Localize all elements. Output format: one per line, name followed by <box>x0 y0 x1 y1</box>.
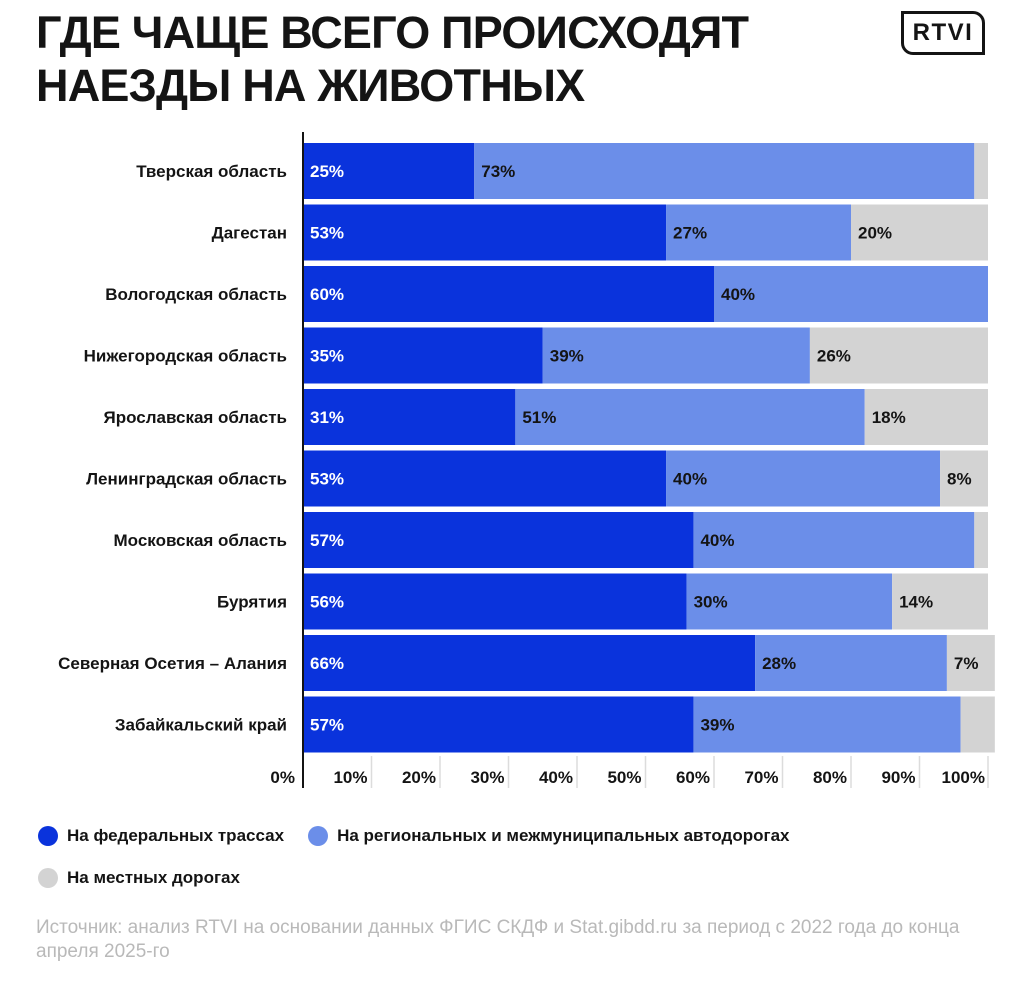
data-label: 8% <box>947 470 972 489</box>
category-label: Нижегородская область <box>84 347 287 366</box>
data-label: 35% <box>310 347 344 366</box>
bar-segment-series-0 <box>303 266 714 322</box>
logo-text: RTVI <box>912 19 974 46</box>
data-label: 25% <box>310 162 344 181</box>
legend-label-federal: На федеральных трассах <box>67 826 285 845</box>
data-label: 53% <box>310 470 344 489</box>
bar-segment-series-1 <box>666 450 941 507</box>
x-tick-label: 100% <box>942 768 985 787</box>
legend-item-local: На местных дорогах <box>38 868 240 888</box>
bar-segment-series-1 <box>515 389 865 445</box>
x-tick-label: 60% <box>676 768 710 787</box>
bar-segment-series-2 <box>809 327 988 384</box>
data-label: 40% <box>673 470 707 489</box>
data-label: 28% <box>762 654 796 673</box>
category-label: Северная Осетия – Алания <box>58 654 287 673</box>
category-label: Тверская область <box>136 162 287 181</box>
legend-label-local: На местных дорогах <box>67 868 240 887</box>
stacked-bar-chart: Тверская область 25% 73% Дагестан 53% 27% 20% В… <box>58 132 995 788</box>
data-label: 39% <box>550 347 584 366</box>
rtvi-logo: RTVI <box>901 11 985 55</box>
bar-segment-series-0 <box>303 512 694 568</box>
bar-segment-series-2 <box>940 450 988 507</box>
bar-segment-series-0 <box>303 573 687 630</box>
bar-segment-series-1 <box>693 696 961 753</box>
category-label: Московская область <box>114 531 287 550</box>
bar-segment-series-0 <box>303 389 516 445</box>
x-tick-label: 20% <box>402 768 436 787</box>
data-label: 60% <box>310 285 344 304</box>
data-label: 18% <box>872 408 906 427</box>
data-label: 40% <box>721 285 755 304</box>
data-label: 57% <box>310 716 344 735</box>
bar-segment-series-1 <box>686 573 893 630</box>
data-label: 26% <box>817 347 851 366</box>
data-label: 20% <box>858 224 892 243</box>
bar-segment-series-2 <box>960 696 995 753</box>
data-label: 39% <box>700 716 734 735</box>
legend-item-regional: На региональных и межмуниципальных автод… <box>308 826 789 846</box>
bar-segment-series-1 <box>714 266 988 322</box>
data-label: 30% <box>694 593 728 612</box>
bar-segment-series-2 <box>851 204 988 261</box>
legend-dot-local <box>38 868 58 888</box>
data-label: 57% <box>310 531 344 550</box>
x-tick-label: 50% <box>607 768 641 787</box>
legend-dot-regional <box>308 826 329 846</box>
legend-dot-federal <box>38 826 58 846</box>
legend-row-2: На местных дорогах <box>38 864 998 892</box>
bar-segment-series-0 <box>303 450 667 507</box>
bar-segment-series-0 <box>303 635 756 691</box>
category-label: Ленинградская область <box>86 470 287 489</box>
data-label: 14% <box>899 593 933 612</box>
bar-segment-series-0 <box>303 143 475 199</box>
data-label: 56% <box>310 593 344 612</box>
category-label: Бурятия <box>217 593 287 612</box>
bar-segment-series-0 <box>303 696 694 753</box>
bar-segment-series-2 <box>892 573 988 630</box>
category-label: Забайкальский край <box>115 716 287 735</box>
bar-segment-series-1 <box>693 512 975 568</box>
x-tick-label: 70% <box>744 768 778 787</box>
bar-segment-series-2 <box>974 143 988 199</box>
page-title: ГДЕ ЧАЩЕ ВСЕГО ПРОИСХОДЯТ НАЕЗДЫ НА ЖИВО… <box>36 6 749 112</box>
chart-legend: На федеральных трассах На региональных и… <box>38 822 998 906</box>
x-tick-label: 40% <box>539 768 573 787</box>
title-line-2: НАЕЗДЫ НА ЖИВОТНЫХ <box>36 60 585 111</box>
x-tick-label: 30% <box>470 768 504 787</box>
x-tick-label: 0% <box>270 768 295 787</box>
data-label: 31% <box>310 408 344 427</box>
data-label: 7% <box>954 654 979 673</box>
bar-segment-series-0 <box>303 204 667 261</box>
legend-item-federal: На федеральных трассах <box>38 826 284 846</box>
x-tick-label: 10% <box>333 768 367 787</box>
bar-segment-series-1 <box>755 635 947 691</box>
source-note: Источник: анализ RTVI на основании данны… <box>36 917 960 962</box>
title-line-1: ГДЕ ЧАЩЕ ВСЕГО ПРОИСХОДЯТ <box>36 7 749 58</box>
data-label: 27% <box>673 224 707 243</box>
bar-segment-series-2 <box>974 512 988 568</box>
x-tick-label: 90% <box>881 768 915 787</box>
bar-segment-series-1 <box>666 204 851 261</box>
data-label: 40% <box>700 531 734 550</box>
category-label: Дагестан <box>212 224 287 243</box>
data-label: 66% <box>310 654 344 673</box>
x-tick-label: 80% <box>813 768 847 787</box>
data-label: 53% <box>310 224 344 243</box>
category-label: Ярославская область <box>103 408 287 427</box>
bar-segment-series-2 <box>864 389 988 445</box>
bar-segment-series-1 <box>474 143 975 199</box>
legend-row-1: На федеральных трассах На региональных и… <box>38 822 998 850</box>
data-label: 73% <box>481 162 515 181</box>
bar-segment-series-2 <box>946 635 995 691</box>
legend-label-regional: На региональных и межмуниципальных автод… <box>337 826 790 845</box>
category-label: Вологодская область <box>105 285 287 304</box>
data-label: 51% <box>522 408 556 427</box>
bar-segment-series-0 <box>303 327 543 384</box>
bar-segment-series-1 <box>542 327 810 384</box>
